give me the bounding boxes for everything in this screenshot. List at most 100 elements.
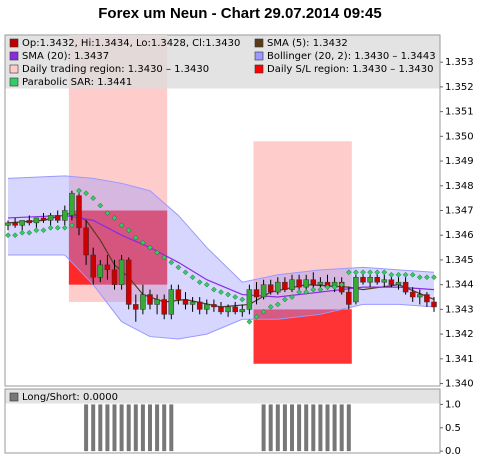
candle-body	[168, 289, 175, 315]
region	[253, 141, 352, 310]
legend-swatch	[9, 38, 19, 48]
sar-dot	[83, 190, 89, 197]
candle-body	[260, 284, 267, 298]
sar-dot	[161, 254, 168, 261]
sar-dot	[19, 229, 26, 236]
bar	[268, 404, 273, 452]
sar-dot	[203, 281, 210, 288]
sar-dot	[388, 271, 395, 278]
sar-dot	[47, 224, 54, 231]
y-tick-label: 1.346	[445, 230, 474, 241]
sar-dot	[147, 244, 153, 251]
sar-dot	[132, 234, 139, 241]
bar	[105, 404, 110, 452]
legend-label: SMA (20): 1.3437	[22, 51, 109, 62]
candle-body	[424, 294, 430, 303]
sar-dot	[175, 264, 182, 271]
bar	[332, 404, 337, 452]
sar-dot	[104, 210, 111, 216]
sar-dot	[61, 224, 68, 231]
candle-body	[289, 279, 295, 290]
sar-dot	[345, 269, 352, 276]
sar-dot	[416, 274, 423, 281]
y-tick-label: 1.352	[445, 82, 474, 93]
candle-body	[303, 279, 309, 288]
candle-body	[111, 269, 118, 285]
candle-body	[346, 291, 352, 305]
bar	[140, 404, 145, 452]
candle-body	[33, 217, 40, 224]
candle-body	[282, 281, 288, 290]
candle-body	[189, 301, 196, 305]
candle-body	[175, 289, 182, 300]
bar	[339, 404, 344, 452]
sar-dot	[125, 227, 132, 234]
sar-dot	[40, 227, 47, 234]
candle-body	[204, 304, 210, 310]
candle-body	[367, 276, 373, 283]
bar	[84, 404, 89, 452]
sar-dot	[395, 271, 402, 278]
sar-dot	[211, 286, 217, 293]
sar-dot	[317, 286, 324, 293]
legend-box	[5, 35, 440, 89]
sar-dot	[431, 274, 437, 281]
candle-body	[381, 279, 388, 283]
bar	[169, 404, 174, 452]
sar-dot	[367, 269, 373, 276]
legend-label: Daily trading region: 1.3430 – 1.3430	[22, 64, 209, 75]
sar-dot	[76, 187, 82, 194]
sar-dot	[402, 271, 409, 278]
sar-dot	[424, 274, 430, 281]
bar	[325, 404, 330, 452]
sar-dot	[331, 284, 338, 290]
legend-label: Bollinger (20, 2): 1.3430 – 1.3443	[267, 51, 436, 62]
sar-dot	[196, 279, 203, 286]
sar-dot	[154, 249, 160, 256]
bollinger-upper	[7, 175, 435, 283]
candle-body	[417, 294, 423, 298]
sar-dot	[274, 301, 281, 308]
chart-title: Forex um Neun - Chart 29.07.2014 09:45	[98, 5, 381, 22]
sar-dot	[189, 274, 196, 281]
y-tick-label: 1.341	[445, 354, 474, 365]
sar-dot	[140, 239, 146, 246]
bar	[91, 404, 96, 452]
candle-body	[19, 220, 25, 226]
sar-dot	[26, 229, 33, 236]
sar-dot	[282, 296, 288, 303]
candle-body	[296, 279, 302, 288]
sar-dot	[296, 289, 302, 295]
legend-swatch	[254, 38, 264, 48]
candle-body	[360, 276, 366, 283]
candle-body	[239, 309, 246, 313]
sar-dot	[218, 289, 224, 295]
sar-dot	[374, 269, 381, 276]
bar	[282, 404, 287, 452]
candle-body	[97, 264, 104, 278]
y-tick-label: 1.340	[445, 379, 474, 390]
candle-body	[218, 306, 224, 313]
candle-body	[353, 276, 359, 303]
legend-label: Parabolic SAR: 1.3441	[22, 77, 132, 88]
sar-dot	[338, 281, 345, 288]
sar-dot	[260, 308, 267, 315]
sar-dot	[12, 232, 18, 239]
candle-body	[317, 281, 324, 285]
candle-body	[374, 276, 380, 283]
candle-body	[267, 284, 274, 293]
sar-dot	[360, 269, 366, 276]
y-tick-label: 1.353	[445, 57, 474, 68]
sar-dot	[246, 318, 253, 325]
region	[253, 309, 352, 364]
candle-body	[104, 264, 111, 271]
candle-body	[83, 227, 89, 256]
y-tick-label: 1.345	[445, 255, 474, 266]
bar	[155, 404, 160, 452]
y-tick-label: 1.342	[445, 329, 474, 340]
bar	[346, 404, 351, 452]
sar-dot	[69, 222, 75, 229]
bar	[304, 404, 309, 452]
legend-swatch	[254, 51, 264, 61]
sar-dot	[303, 289, 310, 295]
